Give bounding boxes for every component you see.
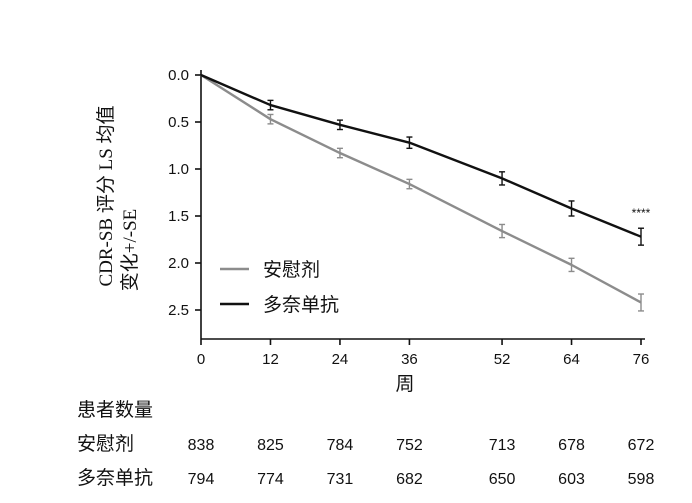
y-tick-label: 2.5 [168,302,189,319]
error-bar [638,227,644,246]
x-ticks: 0 12 24 36 52 64 76 [197,339,650,368]
error-bar [568,257,575,273]
numbers-at-risk-value: 731 [327,471,354,488]
x-tick-label: 12 [262,351,279,368]
error-bar [568,200,575,217]
legend-label-donanemab: 多奈单抗 [263,294,339,316]
numbers-at-risk-title: 患者数量 [77,399,153,421]
numbers-at-risk-value: 682 [396,471,423,488]
series-1 [200,73,644,246]
series-line [200,73,642,238]
numbers-at-risk-value: 784 [327,437,354,454]
error-bar [267,99,274,111]
y-tick-label: 0.5 [168,114,189,131]
numbers-at-risk-value: 825 [257,437,284,454]
numbers-at-risk-value: 650 [489,471,516,488]
numbers-at-risk-value: 794 [188,471,215,488]
y-tick-label: 1.5 [168,208,189,225]
numbers-at-risk-value: 752 [396,437,423,454]
y-tick-label: 0.0 [168,67,189,84]
series-layer [200,73,644,312]
y-tick-label: 1.0 [168,161,189,178]
significance-annotation: **** [632,206,651,220]
legend: 安慰剂 多奈单抗 [220,259,339,316]
y-tick-label: 2.0 [168,255,189,272]
numbers-at-risk-values: 838 825 784 752 713 678 672 794 774 731 682 650 603 5… [188,437,655,488]
x-tick-label: 64 [563,351,580,368]
error-bar [499,223,506,239]
error-bar [406,178,413,190]
y-axis-title-line1: CDR-SB 评分 LS 均值 [95,105,117,286]
numbers-at-risk-value: 672 [628,437,655,454]
numbers-at-risk-value: 838 [188,437,215,454]
legend-label-placebo: 安慰剂 [263,259,320,281]
x-tick-label: 76 [633,351,650,368]
numbers-at-risk-value: 598 [628,471,655,488]
x-tick-label: 24 [332,351,349,368]
series-0 [200,73,644,312]
error-bar [336,147,343,159]
error-bar [406,136,413,150]
numbers-at-risk-label-donanemab: 多奈单抗 [77,467,153,489]
numbers-at-risk-value: 774 [257,471,284,488]
x-tick-label: 36 [401,351,418,368]
numbers-at-risk-label-placebo: 安慰剂 [77,433,134,455]
error-bar [499,171,506,186]
numbers-at-risk-value: 713 [489,437,516,454]
error-bar [336,119,343,131]
numbers-at-risk-value: 603 [558,471,585,488]
y-axis-title-line2: 变化+/-SE [119,209,141,292]
numbers-at-risk-value: 678 [558,437,585,454]
x-tick-label: 52 [494,351,511,368]
y-ticks: 0.0 0.5 1.0 1.5 2.0 2.5 [168,67,201,319]
error-bar [638,293,644,312]
x-axis-title: 周 [395,374,414,395]
x-tick-label: 0 [197,351,205,368]
error-bar [267,113,274,125]
